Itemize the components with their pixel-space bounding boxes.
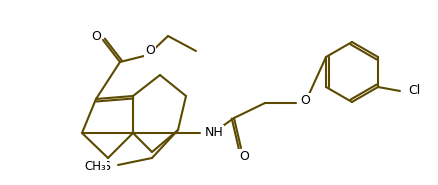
Text: O: O — [145, 43, 155, 56]
Text: O: O — [239, 149, 249, 162]
Text: Cl: Cl — [408, 83, 420, 97]
Text: S: S — [102, 159, 110, 172]
Text: NH: NH — [205, 125, 224, 139]
Text: O: O — [300, 93, 310, 107]
Text: CH₃: CH₃ — [84, 161, 106, 174]
Text: O: O — [91, 29, 101, 43]
